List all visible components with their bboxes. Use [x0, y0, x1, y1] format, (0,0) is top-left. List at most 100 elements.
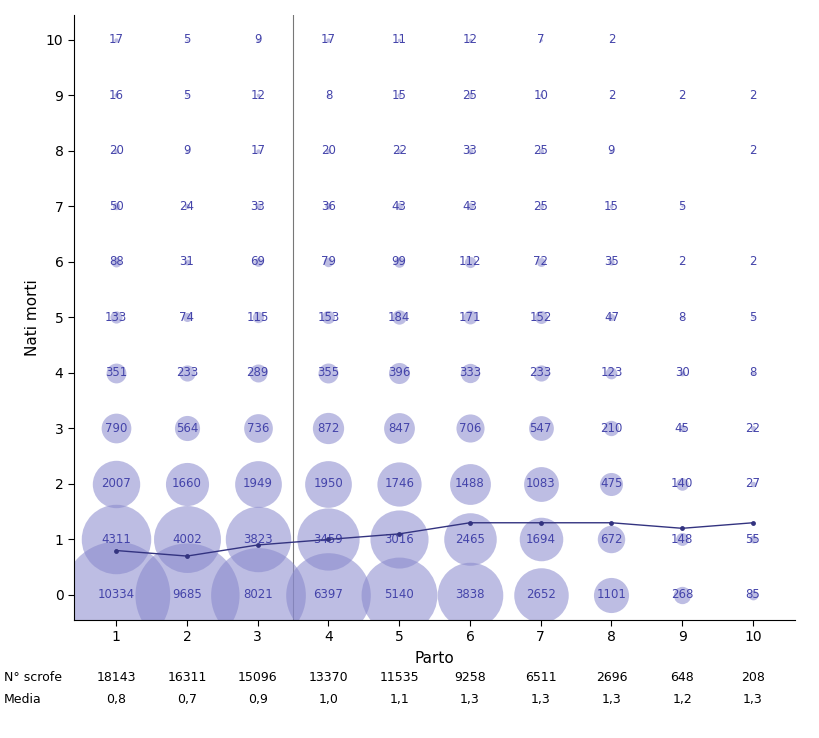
Point	[110, 478, 123, 490]
Point	[675, 311, 688, 323]
Point	[604, 534, 618, 545]
Point	[392, 422, 405, 434]
Text: 2: 2	[607, 33, 614, 46]
Text: 43: 43	[462, 200, 477, 213]
Point	[180, 478, 193, 490]
Text: 18143: 18143	[97, 671, 136, 684]
Point	[604, 311, 618, 323]
Text: 1,3: 1,3	[459, 693, 479, 706]
Text: 2652: 2652	[525, 588, 555, 601]
Point	[463, 34, 476, 46]
Text: 140: 140	[670, 477, 693, 490]
Text: 74: 74	[179, 311, 194, 324]
Text: 12: 12	[250, 89, 265, 102]
Point	[463, 422, 476, 434]
Point	[463, 256, 476, 268]
Point	[533, 256, 546, 268]
Point	[322, 145, 335, 156]
Text: 9685: 9685	[172, 588, 201, 601]
Text: 16: 16	[109, 89, 124, 102]
Text: 112: 112	[458, 255, 481, 269]
Text: 6397: 6397	[313, 588, 343, 601]
Text: 475: 475	[600, 477, 622, 490]
Point	[533, 201, 546, 213]
Text: 88: 88	[109, 255, 124, 269]
Point	[533, 34, 546, 46]
Text: 564: 564	[175, 422, 198, 435]
Point	[675, 478, 688, 490]
Point	[392, 311, 405, 323]
Point	[745, 89, 758, 101]
Point	[533, 589, 546, 601]
Point	[180, 145, 193, 156]
Text: 333: 333	[459, 366, 481, 379]
Point	[322, 256, 335, 268]
Point	[675, 534, 688, 545]
Point	[745, 422, 758, 434]
Text: 1,3: 1,3	[742, 693, 762, 706]
Text: 6511: 6511	[524, 671, 556, 684]
Text: 872: 872	[317, 422, 339, 435]
Text: 85: 85	[744, 588, 759, 601]
Text: 152: 152	[529, 311, 551, 324]
Text: 25: 25	[462, 89, 477, 102]
Point	[675, 256, 688, 268]
Point	[180, 422, 193, 434]
Text: 69: 69	[250, 255, 265, 269]
Text: 36: 36	[321, 200, 336, 213]
Text: 15: 15	[391, 89, 406, 102]
Text: 1660: 1660	[172, 477, 201, 490]
Text: 1950: 1950	[313, 477, 343, 490]
Point	[533, 145, 546, 156]
Text: 208: 208	[740, 671, 764, 684]
Text: 672: 672	[600, 533, 622, 546]
Point	[745, 311, 758, 323]
Point	[322, 589, 335, 601]
Point	[110, 422, 123, 434]
Point	[180, 589, 193, 601]
Text: 11535: 11535	[379, 671, 419, 684]
X-axis label: Parto: Parto	[414, 651, 454, 666]
Text: 12: 12	[462, 33, 477, 46]
Point	[251, 422, 264, 434]
Point	[604, 201, 618, 213]
Text: 9: 9	[607, 145, 614, 157]
Text: 17: 17	[250, 145, 265, 157]
Text: 17: 17	[109, 33, 124, 46]
Point	[604, 367, 618, 379]
Text: 736: 736	[247, 422, 269, 435]
Text: 22: 22	[391, 145, 406, 157]
Text: 0,7: 0,7	[177, 693, 197, 706]
Text: Media: Media	[4, 693, 42, 706]
Text: 3459: 3459	[313, 533, 343, 546]
Text: 22: 22	[744, 422, 759, 435]
Text: 33: 33	[250, 200, 265, 213]
Text: 1,1: 1,1	[389, 693, 409, 706]
Point	[745, 367, 758, 379]
Point	[392, 145, 405, 156]
Text: 648: 648	[669, 671, 693, 684]
Point	[533, 534, 546, 545]
Point	[463, 311, 476, 323]
Point	[392, 534, 405, 545]
Text: 1,3: 1,3	[530, 693, 550, 706]
Point	[463, 201, 476, 213]
Point	[180, 534, 193, 545]
Text: 2: 2	[677, 255, 686, 269]
Text: 5140: 5140	[384, 588, 414, 601]
Point	[463, 589, 476, 601]
Point	[180, 256, 193, 268]
Text: 16311: 16311	[167, 671, 206, 684]
Text: 3016: 3016	[384, 533, 414, 546]
Point	[745, 589, 758, 601]
Point	[392, 256, 405, 268]
Text: 4002: 4002	[172, 533, 201, 546]
Point	[533, 422, 546, 434]
Text: 153: 153	[317, 311, 339, 324]
Text: 30: 30	[674, 366, 689, 379]
Point	[463, 145, 476, 156]
Point	[392, 478, 405, 490]
Point	[745, 145, 758, 156]
Text: 2465: 2465	[455, 533, 484, 546]
Point	[533, 367, 546, 379]
